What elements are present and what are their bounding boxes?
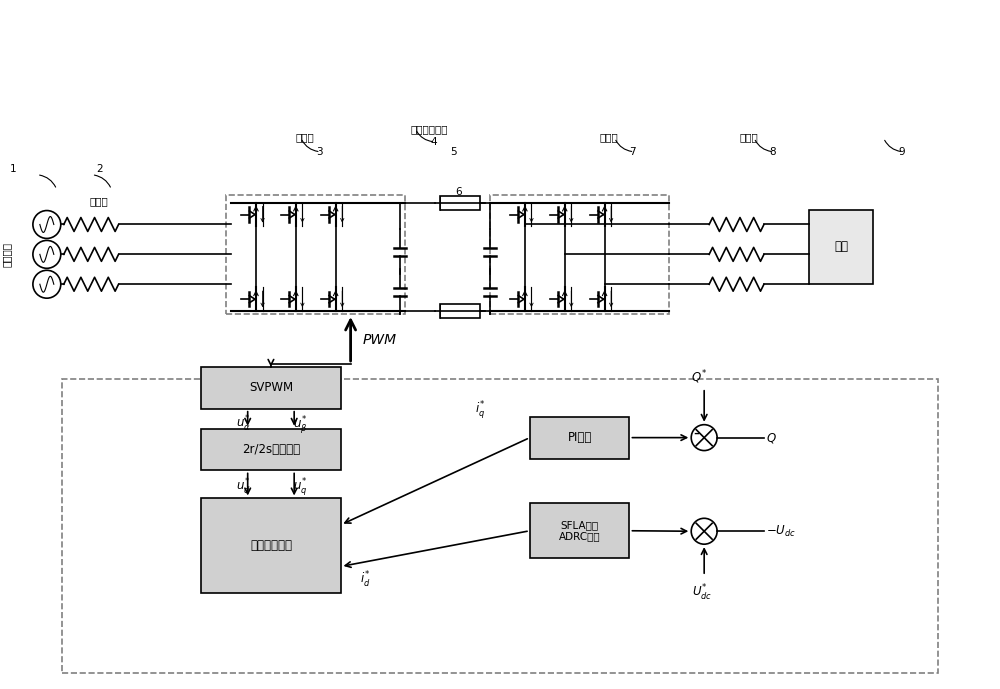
Text: $-U_{dc}$: $-U_{dc}$ — [766, 524, 796, 539]
Text: SFLA优化
ADRC控制: SFLA优化 ADRC控制 — [559, 520, 600, 542]
Text: 4: 4 — [430, 137, 437, 147]
Bar — [201, 498, 341, 593]
Text: 电抗器: 电抗器 — [90, 196, 108, 207]
Text: PI控制: PI控制 — [567, 431, 592, 444]
Bar — [490, 194, 669, 314]
Text: -: - — [693, 424, 699, 442]
Text: $U_{dc}^{*}$: $U_{dc}^{*}$ — [692, 583, 712, 603]
Bar — [809, 209, 873, 285]
Text: 直流输电线路: 直流输电线路 — [410, 124, 448, 134]
Text: 负荷: 负荷 — [834, 240, 848, 254]
Text: 9: 9 — [898, 147, 905, 157]
Bar — [440, 196, 480, 209]
Text: $Q^{*}$: $Q^{*}$ — [691, 368, 707, 386]
Text: $i_{q}^{*}$: $i_{q}^{*}$ — [475, 399, 485, 421]
Bar — [530, 417, 629, 459]
Text: $i_{d}^{*}$: $i_{d}^{*}$ — [360, 570, 371, 590]
Text: $u_{d}^{*}$: $u_{d}^{*}$ — [236, 477, 251, 497]
Text: 5: 5 — [450, 147, 457, 157]
Text: 8: 8 — [769, 147, 776, 157]
Text: 2: 2 — [97, 164, 103, 174]
Bar — [440, 304, 480, 318]
Text: $u_{\beta}^{*}$: $u_{\beta}^{*}$ — [293, 413, 307, 435]
Bar — [62, 379, 938, 672]
Text: 逆变器: 逆变器 — [600, 132, 618, 142]
Text: 交流系统: 交流系统 — [2, 242, 12, 267]
Bar — [201, 367, 341, 409]
Text: 整流器: 整流器 — [296, 132, 315, 142]
Text: 2r/2s坐标变换: 2r/2s坐标变换 — [242, 443, 300, 456]
Bar — [201, 429, 341, 471]
Text: $u_{q}^{*}$: $u_{q}^{*}$ — [293, 477, 307, 498]
Text: SVPWM: SVPWM — [249, 381, 293, 394]
Bar — [530, 504, 629, 558]
Text: $Q$: $Q$ — [766, 431, 777, 444]
Text: $u_{\alpha}^{*}$: $u_{\alpha}^{*}$ — [236, 413, 251, 434]
Text: 电抗器: 电抗器 — [739, 132, 758, 142]
Text: 内环电流控制: 内环电流控制 — [250, 539, 292, 552]
Text: 1: 1 — [10, 164, 17, 174]
Text: 7: 7 — [629, 147, 636, 157]
Text: PWM: PWM — [363, 333, 397, 347]
Bar — [226, 194, 405, 314]
Text: 6: 6 — [455, 187, 462, 196]
Text: 3: 3 — [316, 147, 322, 157]
